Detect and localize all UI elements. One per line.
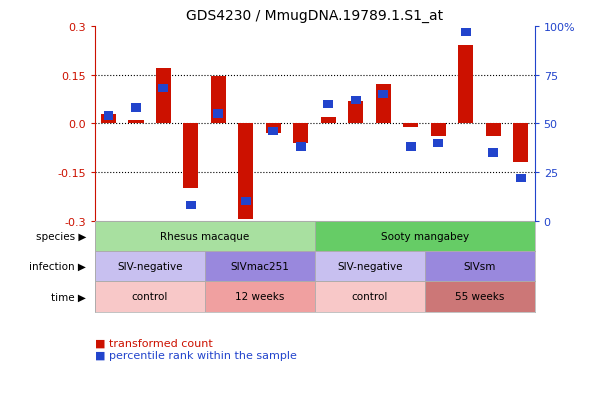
Bar	[321, 118, 336, 124]
Text: SIVsm: SIVsm	[464, 261, 496, 271]
Bar	[95, 252, 205, 282]
Bar	[406, 143, 416, 152]
Bar	[425, 282, 535, 312]
Bar	[268, 128, 279, 136]
Bar	[128, 121, 144, 124]
Text: SIVmac251: SIVmac251	[230, 261, 289, 271]
Bar	[296, 143, 306, 152]
Bar	[378, 90, 389, 99]
Bar	[348, 101, 364, 124]
Title: GDS4230 / MmugDNA.19789.1.S1_at: GDS4230 / MmugDNA.19789.1.S1_at	[186, 9, 443, 23]
Bar	[433, 139, 444, 147]
Bar	[315, 282, 425, 312]
Bar	[323, 100, 334, 109]
Bar	[266, 124, 281, 134]
Text: time ▶: time ▶	[51, 292, 86, 301]
Bar	[238, 124, 254, 220]
Text: ■ percentile rank within the sample: ■ percentile rank within the sample	[95, 350, 296, 360]
Bar	[486, 124, 501, 137]
Text: 55 weeks: 55 weeks	[455, 292, 504, 301]
Text: SIV-negative: SIV-negative	[337, 261, 403, 271]
Bar	[488, 149, 499, 157]
Text: control: control	[131, 292, 168, 301]
Bar	[205, 282, 315, 312]
Bar	[158, 85, 169, 93]
Text: SIV-negative: SIV-negative	[117, 261, 183, 271]
Bar	[101, 114, 116, 124]
Bar	[103, 112, 114, 121]
Bar	[156, 69, 171, 124]
Bar	[315, 221, 535, 252]
Text: Rhesus macaque: Rhesus macaque	[160, 231, 249, 241]
Bar	[241, 197, 251, 206]
Text: infection ▶: infection ▶	[29, 261, 86, 271]
Bar	[95, 282, 205, 312]
Bar	[211, 77, 226, 124]
Bar	[183, 124, 199, 189]
Bar	[95, 221, 315, 252]
Text: Sooty mangabey: Sooty mangabey	[381, 231, 469, 241]
Bar	[513, 124, 529, 163]
Bar	[315, 252, 425, 282]
Bar	[516, 174, 526, 183]
Bar	[131, 104, 141, 113]
Text: ■ transformed count: ■ transformed count	[95, 338, 213, 348]
Bar	[403, 124, 419, 127]
Bar	[425, 252, 535, 282]
Bar	[186, 202, 196, 210]
Bar	[213, 110, 224, 119]
Text: control: control	[351, 292, 388, 301]
Bar	[351, 97, 361, 105]
Bar	[458, 46, 474, 124]
Bar	[431, 124, 446, 137]
Text: 12 weeks: 12 weeks	[235, 292, 284, 301]
Text: species ▶: species ▶	[35, 231, 86, 241]
Bar	[205, 252, 315, 282]
Bar	[293, 124, 309, 143]
Bar	[376, 85, 391, 124]
Bar	[461, 28, 471, 37]
